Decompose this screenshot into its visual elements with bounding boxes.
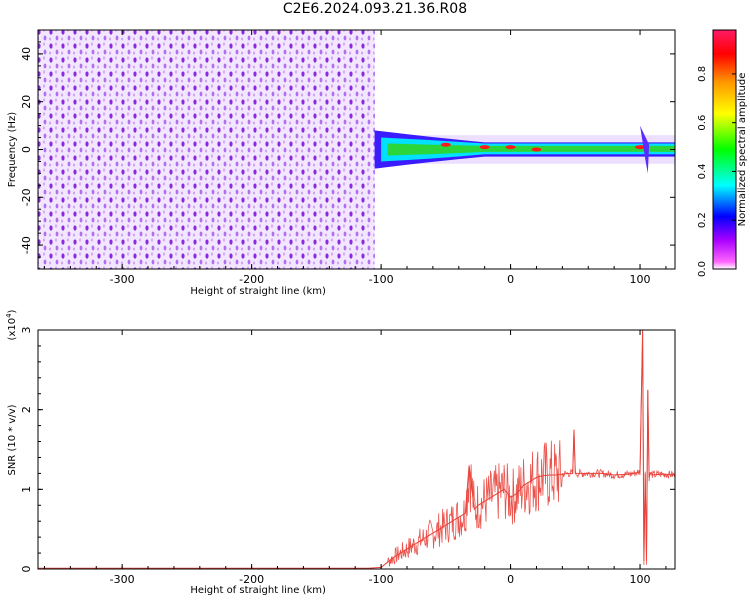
snr-panel: -300 -200 -100 0 100 0 1 2 3 Height of straight l… bbox=[5, 309, 676, 596]
y-tick-label: 40 bbox=[20, 47, 33, 61]
snr-frame bbox=[37, 329, 676, 570]
x-tick-label: -100 bbox=[369, 573, 394, 586]
snr-plot bbox=[38, 330, 675, 569]
colorbar-tick-label: 0.4 bbox=[697, 163, 708, 179]
hot-spot bbox=[505, 145, 516, 150]
colorbar-frame bbox=[712, 29, 737, 270]
x-tick-label: 100 bbox=[630, 573, 651, 586]
y-tick-label: -40 bbox=[20, 236, 33, 254]
y-tick-label: 0 bbox=[20, 146, 33, 153]
figure-title: C2E6.2024.093.21.36.R08 bbox=[282, 1, 468, 17]
x-axis-label: Height of straight line (km) bbox=[190, 585, 326, 596]
y-multiplier-label: (x104) bbox=[5, 309, 18, 340]
colorbar-gradient bbox=[713, 30, 736, 269]
x-axis-label: Height of straight line (km) bbox=[190, 286, 326, 297]
colorbar-label: Normalized spectral amplitude bbox=[737, 73, 748, 227]
y-axis-label: Frequency (Hz) bbox=[7, 112, 18, 188]
x-tick-label: -200 bbox=[239, 573, 264, 586]
y-tick-label: 20 bbox=[20, 95, 33, 109]
snr-noise-texture bbox=[380, 330, 675, 568]
x-tick-label: -100 bbox=[369, 273, 394, 286]
x-tick-label: -300 bbox=[110, 273, 135, 286]
y-tick-label: 2 bbox=[20, 406, 33, 413]
hot-spot bbox=[531, 147, 542, 152]
y-tick-label: 3 bbox=[20, 327, 33, 334]
colorbar-tick-label: 0.0 bbox=[697, 261, 708, 277]
x-tick-label: 100 bbox=[630, 273, 651, 286]
hot-spot bbox=[479, 145, 490, 150]
noise-region bbox=[38, 30, 375, 269]
x-tick-label: -200 bbox=[239, 273, 264, 286]
colorbar: 0.0 0.2 0.4 0.6 0.8 Normalized spectral ampli… bbox=[697, 29, 748, 277]
hot-spot bbox=[635, 145, 646, 150]
x-tick-label: -300 bbox=[110, 573, 135, 586]
y-axis-label: SNR (10 * v/v) bbox=[7, 404, 18, 475]
spike-artifact bbox=[640, 125, 650, 174]
colorbar-tick-label: 0.2 bbox=[697, 212, 708, 228]
y-tick-label: -20 bbox=[20, 188, 33, 206]
x-tick-label: 0 bbox=[507, 273, 514, 286]
colorbar-tick-label: 0.6 bbox=[697, 115, 708, 131]
signal-core bbox=[387, 143, 675, 156]
spectrogram-plot bbox=[38, 30, 675, 269]
y-tick-label: 1 bbox=[20, 486, 33, 493]
y-tick-label: 0 bbox=[20, 566, 33, 573]
x-tick-label: 0 bbox=[507, 573, 514, 586]
hot-spot bbox=[440, 142, 451, 147]
colorbar-tick-label: 0.8 bbox=[697, 66, 708, 82]
snr-series-line bbox=[38, 330, 675, 569]
